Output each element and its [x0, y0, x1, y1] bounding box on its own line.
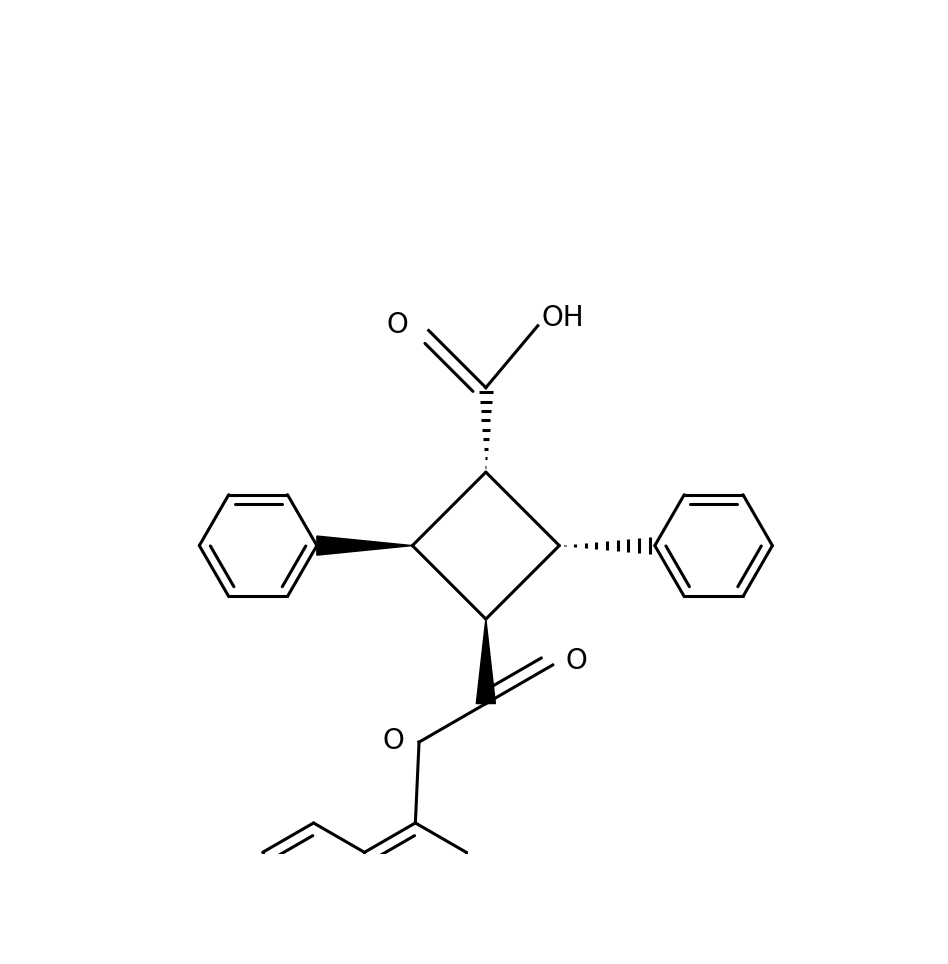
Text: O: O	[387, 310, 409, 338]
Text: O: O	[566, 647, 588, 676]
Text: O: O	[383, 727, 405, 755]
Polygon shape	[317, 536, 412, 555]
Polygon shape	[476, 619, 496, 704]
Text: OH: OH	[541, 305, 584, 333]
